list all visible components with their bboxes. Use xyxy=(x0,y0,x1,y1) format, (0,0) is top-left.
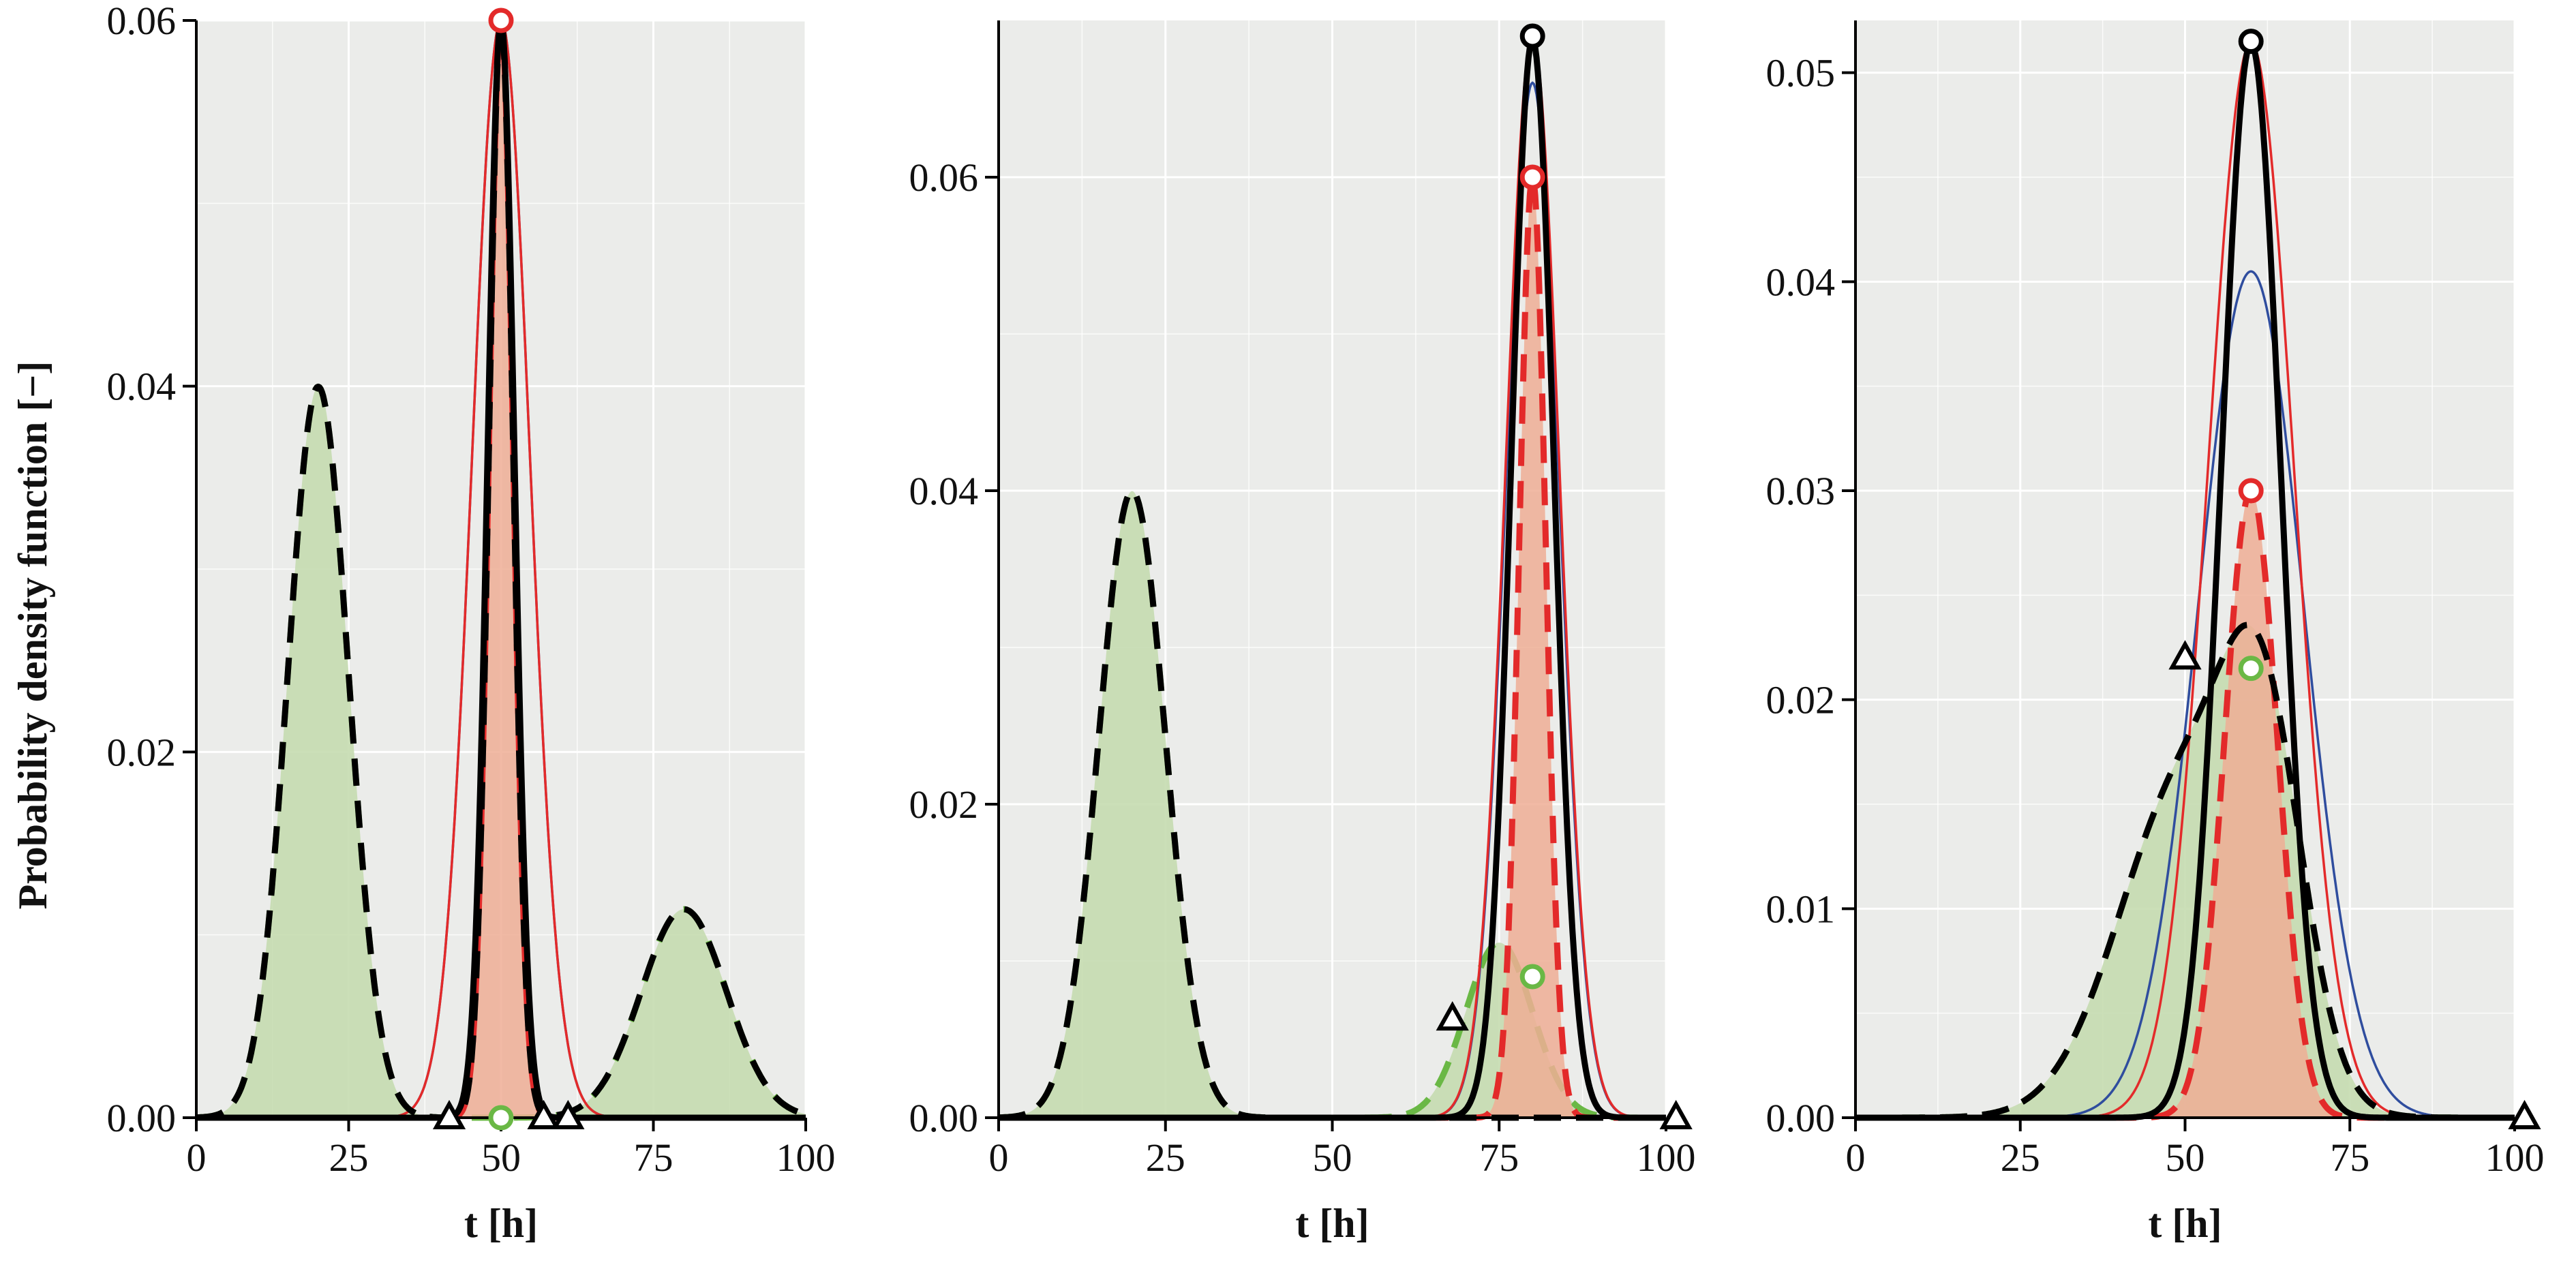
x-axis-label: t [h] xyxy=(2148,1201,2222,1246)
x-tick-label: 50 xyxy=(1313,1135,1352,1180)
x-tick-label: 100 xyxy=(776,1135,836,1180)
x-tick-label: 50 xyxy=(2166,1135,2205,1180)
y-tick-label: 0.04 xyxy=(107,365,177,409)
x-tick-label: 25 xyxy=(329,1135,369,1180)
red-circle-marker xyxy=(488,7,514,33)
triangle-marker xyxy=(2168,640,2202,670)
chart-panel-left: 0 25 50 75 100 0.00 0.02 0.04 0.06 t [h] xyxy=(107,0,836,1246)
y-tick-label: 0.01 xyxy=(1766,887,1836,931)
x-axis-label: t [h] xyxy=(1295,1201,1369,1246)
x-tick-label: 100 xyxy=(1637,1135,1696,1180)
triangle-marker xyxy=(1436,1000,1469,1031)
red-dashed-filled-area xyxy=(999,177,1666,1118)
y-tick-label: 0.00 xyxy=(107,1096,177,1140)
green-dashed-filled-area xyxy=(999,491,1666,1118)
y-tick-label: 0.00 xyxy=(1766,1096,1836,1140)
green-circle-marker xyxy=(2238,656,2264,682)
triangle-marker xyxy=(527,1099,560,1129)
x-tick-label: 0 xyxy=(989,1135,1009,1180)
y-tick-label: 0.06 xyxy=(909,155,979,200)
triangle-marker xyxy=(432,1099,466,1129)
x-tick-label: 25 xyxy=(1146,1135,1185,1180)
y-tick-label: 0.05 xyxy=(1766,51,1836,95)
y-tick-label: 0.02 xyxy=(107,730,177,774)
y-tick-label: 0.00 xyxy=(909,1096,979,1140)
x-tick-label: 75 xyxy=(2330,1135,2369,1180)
black-circle-marker xyxy=(2238,29,2264,55)
chart-panel-middle: 0 25 50 75 100 0.00 0.02 0.04 0.06 t [h] xyxy=(909,20,1696,1246)
triangle-marker xyxy=(551,1099,585,1129)
y-axis-label: Probability density function [−] xyxy=(10,361,55,910)
green-circle-marker xyxy=(1519,964,1545,990)
triangle-marker xyxy=(1659,1099,1693,1129)
x-tick-label: 50 xyxy=(481,1135,521,1180)
green-circle-marker xyxy=(488,1105,514,1131)
y-tick-label: 0.06 xyxy=(107,0,177,43)
black-dashed-curve xyxy=(194,16,808,1121)
x-axis-label: t [h] xyxy=(464,1201,538,1246)
y-tick-label: 0.02 xyxy=(1766,678,1836,722)
x-tick-label: 0 xyxy=(1846,1135,1866,1180)
x-tick-label: 100 xyxy=(2485,1135,2545,1180)
black-circle-marker xyxy=(1519,23,1545,49)
red-circle-marker xyxy=(1519,164,1545,190)
chart-panel-right: 0 25 50 75 100 0.00 0.01 0.02 0.03 0.04 0.05 t [h] xyxy=(1766,20,2545,1246)
x-tick-label: 25 xyxy=(2001,1135,2040,1180)
y-tick-label: 0.04 xyxy=(909,469,979,513)
x-tick-label: 75 xyxy=(1479,1135,1519,1180)
triangle-marker xyxy=(2508,1099,2541,1129)
green-dashed-filled-area xyxy=(1855,625,2515,1118)
green-dashed-filled-area xyxy=(196,386,806,1118)
y-tick-label: 0.02 xyxy=(909,782,979,827)
red-circle-marker xyxy=(2238,478,2264,504)
x-tick-label: 0 xyxy=(187,1135,207,1180)
x-tick-label: 75 xyxy=(634,1135,673,1180)
y-tick-label: 0.03 xyxy=(1766,469,1836,513)
red-dashed-filled-area xyxy=(196,19,806,1118)
y-tick-label: 0.04 xyxy=(1766,260,1836,304)
